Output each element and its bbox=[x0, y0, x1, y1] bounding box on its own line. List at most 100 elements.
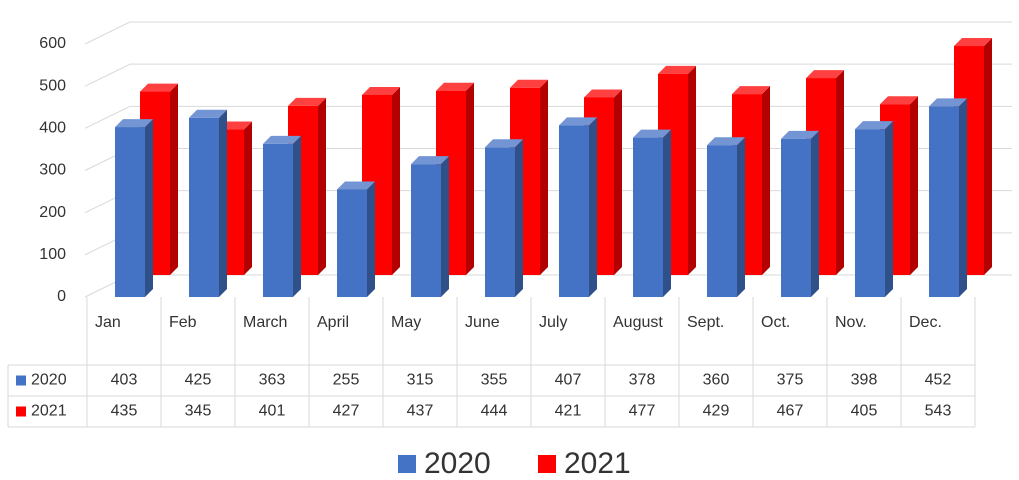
bar-side bbox=[811, 130, 819, 297]
table-value: 315 bbox=[407, 372, 434, 389]
bar-front bbox=[115, 127, 145, 298]
bar-top bbox=[880, 96, 918, 105]
table-value: 398 bbox=[851, 372, 878, 389]
bar-top bbox=[436, 82, 474, 91]
bar-top bbox=[584, 89, 622, 98]
bar-side bbox=[984, 38, 992, 275]
table-value: 427 bbox=[333, 403, 360, 420]
bar-side bbox=[392, 86, 400, 275]
bar-top bbox=[263, 135, 301, 144]
table-value: 437 bbox=[407, 403, 434, 420]
bar bbox=[633, 129, 671, 297]
bar-top bbox=[732, 86, 770, 95]
bar bbox=[559, 117, 597, 297]
bar-top bbox=[929, 98, 967, 107]
bar-top bbox=[140, 83, 178, 92]
bar bbox=[929, 98, 967, 297]
bar-side bbox=[219, 109, 227, 298]
x-tick-label: July bbox=[539, 314, 567, 331]
x-tick-label: April bbox=[317, 314, 349, 331]
x-tick-label: March bbox=[243, 314, 287, 331]
bar-top bbox=[855, 121, 893, 130]
bar-top bbox=[411, 156, 449, 165]
bar-side bbox=[885, 121, 893, 297]
x-tick-label: August bbox=[613, 314, 663, 331]
x-tick-label: Nov. bbox=[835, 314, 867, 331]
bar-side bbox=[515, 139, 523, 297]
bar-top bbox=[633, 129, 671, 138]
table-value: 378 bbox=[629, 372, 656, 389]
bar-top bbox=[288, 97, 326, 106]
bar-side bbox=[663, 129, 671, 297]
table-value: 403 bbox=[111, 372, 138, 389]
x-tick-label: Dec. bbox=[909, 314, 942, 331]
legend-key bbox=[538, 455, 556, 473]
grid-line bbox=[84, 21, 1012, 45]
legend-label: 2020 bbox=[424, 447, 491, 480]
bar bbox=[485, 139, 523, 297]
bar-side bbox=[367, 181, 375, 297]
bar-side bbox=[959, 98, 967, 297]
bar-side bbox=[441, 156, 449, 297]
legend-label: 2021 bbox=[564, 447, 631, 480]
table-key bbox=[16, 406, 26, 417]
bar bbox=[411, 156, 449, 297]
bar-side bbox=[244, 121, 252, 276]
x-tick-label: Sept. bbox=[687, 314, 724, 331]
bar-top bbox=[707, 137, 745, 146]
bar-front bbox=[929, 106, 959, 297]
bar-front bbox=[411, 164, 441, 297]
bar bbox=[263, 135, 301, 297]
bar bbox=[781, 130, 819, 297]
table-value: 467 bbox=[777, 403, 804, 420]
table-value: 255 bbox=[333, 372, 360, 389]
table-value: 477 bbox=[629, 403, 656, 420]
bar-top bbox=[485, 139, 523, 148]
bar-top bbox=[781, 130, 819, 139]
bar-side bbox=[910, 96, 918, 275]
table-value: 429 bbox=[703, 403, 730, 420]
table-series-name: 2020 bbox=[31, 372, 67, 389]
y-tick-label: 0 bbox=[57, 288, 66, 305]
bar-front bbox=[485, 147, 515, 297]
y-tick-label: 300 bbox=[39, 162, 66, 179]
bar-side bbox=[540, 79, 548, 275]
bar-front bbox=[263, 143, 293, 297]
bar-top bbox=[115, 119, 153, 128]
table-value: 435 bbox=[111, 403, 138, 420]
bar-side bbox=[762, 86, 770, 275]
bar-side bbox=[145, 119, 153, 298]
y-tick-label: 100 bbox=[39, 246, 66, 263]
table-value: 345 bbox=[185, 403, 212, 420]
bar-side bbox=[293, 135, 301, 297]
table-value: 421 bbox=[555, 403, 582, 420]
table-value: 375 bbox=[777, 372, 804, 389]
legend-key bbox=[398, 455, 416, 473]
x-tick-label: Jan bbox=[95, 314, 121, 331]
grid-line bbox=[84, 105, 1012, 129]
table-key bbox=[16, 375, 26, 386]
bar-side bbox=[170, 83, 178, 275]
bar bbox=[189, 109, 227, 298]
table-value: 363 bbox=[259, 372, 286, 389]
bar-top bbox=[337, 181, 375, 190]
y-tick-label: 200 bbox=[39, 204, 66, 221]
bar-top bbox=[954, 38, 992, 47]
x-tick-label: Feb bbox=[169, 314, 197, 331]
table-value: 360 bbox=[703, 372, 730, 389]
bar-front bbox=[781, 138, 811, 297]
table-value: 452 bbox=[925, 372, 952, 389]
bar bbox=[337, 181, 375, 297]
bar-top bbox=[362, 86, 400, 95]
table-value: 543 bbox=[925, 403, 952, 420]
bar-side bbox=[318, 97, 326, 275]
bar bbox=[707, 137, 745, 297]
bar-top bbox=[806, 70, 844, 79]
table-value: 401 bbox=[259, 403, 286, 420]
bar bbox=[855, 121, 893, 297]
bar-side bbox=[737, 137, 745, 297]
bar-front bbox=[633, 137, 663, 297]
y-tick-label: 500 bbox=[39, 77, 66, 94]
y-tick-label: 600 bbox=[39, 35, 66, 52]
